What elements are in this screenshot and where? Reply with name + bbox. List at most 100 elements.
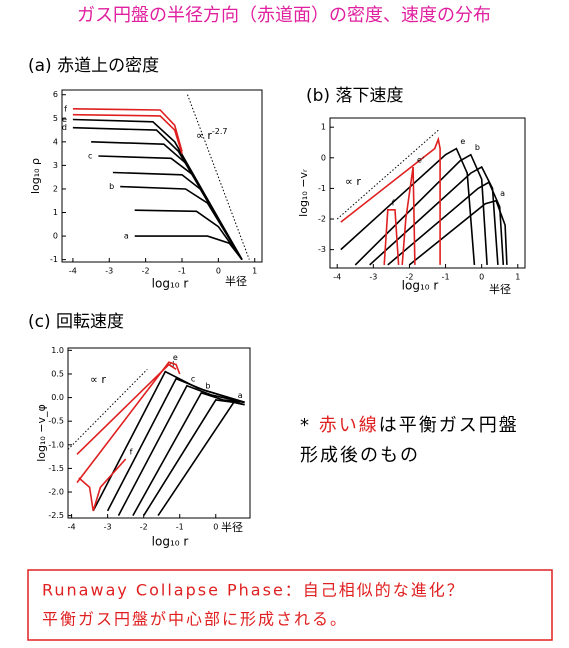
curve-label: e [460,137,465,146]
x-axis-label: log₁₀ r [152,277,189,291]
curve [72,118,243,260]
curve-label: b [109,182,114,191]
y-tick-label: 2 [53,184,58,193]
x-note: 半径 [225,274,247,288]
y-tick-label: -2.5 [48,511,64,520]
y-tick-label: -1 [318,184,326,193]
plot-frame [329,117,526,269]
curve-label: f [130,447,133,456]
note: * 赤い線は平衡ガス円盤 [300,415,519,436]
plot-frame [67,347,251,519]
y-tick-label: 5 [53,114,58,123]
curve [76,361,181,484]
curve [120,185,243,261]
curve-label: a [238,391,243,400]
curve [408,199,508,266]
x-axis-label: log₁₀ r [152,535,189,549]
y-tick-label: -2 [318,215,326,224]
x-tick-label: 1 [515,273,520,282]
curve [387,181,505,266]
curve [72,113,183,154]
y-tick-label: 1 [53,208,58,217]
panel-title: (c) 回転速度 [28,312,124,332]
annotation-exponent: -2.7 [212,127,228,136]
panel-title: (b) 落下速度 [306,86,403,106]
x-tick-label: -4 [69,267,77,276]
curve [157,401,245,517]
x-tick-label: -4 [68,523,76,532]
y-axis-label: log₁₀ ρ [29,158,42,194]
curve-label: d [62,123,67,132]
curve-label: c [88,151,92,160]
curve-label: e' [417,155,424,164]
y-tick-label: 1 [321,123,326,132]
guide-line [336,129,439,220]
note-rest: は平衡ガス円盤 [379,415,519,436]
curve-label: c [191,374,195,383]
curve [340,136,441,265]
curve [134,209,243,261]
curve [354,153,488,266]
annotation: ∝ r [345,175,361,188]
curve [132,391,245,516]
annotation: ∝ r [90,373,106,386]
x-tick-label: -3 [104,523,112,532]
y-tick-label: 4 [53,137,58,146]
curve [91,141,243,261]
curve-label: a [124,232,129,241]
curve [134,235,243,261]
curve [76,363,177,455]
y-tick-label: 3 [53,161,58,170]
x-tick-label: 0 [479,273,484,282]
annotation: ∝ r-2.7 [196,127,228,143]
annotation-text: ∝ r [345,175,361,188]
slide-title: ガス円盤の半径方向（赤道面）の密度、速度の分布 [77,5,491,26]
y-tick-label: -1.0 [48,440,64,449]
note-red: 赤い線 [319,415,379,436]
x-tick-label: -1 [442,273,450,282]
x-tick-label: -3 [369,273,377,282]
x-axis-label: log₁₀ r [402,279,439,293]
curve-label: b [475,143,480,152]
x-tick-label: -2 [142,267,150,276]
curve [112,171,243,261]
x-tick-label: -1 [176,523,184,532]
guide-line [187,94,250,260]
curve [143,399,245,517]
x-tick-label: 0 [213,523,218,532]
y-tick-label: 0.5 [51,369,64,378]
plot-frame [61,89,263,263]
curve-label: a [500,189,505,198]
y-tick-label: 6 [53,90,58,99]
curve [106,377,245,512]
curve-label: b [205,381,210,390]
curve-label: e [173,353,178,362]
x-note: 半径 [221,520,243,534]
x-tick-label: -2 [140,523,148,532]
curve [401,166,416,265]
y-tick-label: -1.5 [48,464,64,473]
y-tick-label: -2.0 [48,488,64,497]
y-tick-label: -3 [318,245,326,254]
note-line2: 形成後のもの [300,445,420,466]
x-tick-label: -2 [405,273,413,282]
x-tick-label: 1 [252,267,257,276]
y-axis-label: log₁₀ −vᵣ [297,169,310,217]
curve-label: e [62,115,67,124]
x-note: 半径 [489,282,511,296]
curve [369,165,499,266]
guide-line [67,368,148,450]
y-tick-label: -1 [50,255,58,264]
summary-line: Runaway Collapse Phase：自己相似的な進化？ [42,581,465,600]
y-tick-label: 0 [321,153,326,162]
summary-box [27,569,553,641]
summary-line: 平衡ガス円盤が中心部に形成される。 [42,610,348,629]
y-tick-label: 0 [53,232,58,241]
curve [98,155,243,261]
x-tick-label: -3 [105,267,113,276]
annotation-text: ∝ r [90,373,106,386]
annotation-text: ∝ r [196,129,212,142]
curve [117,384,245,516]
